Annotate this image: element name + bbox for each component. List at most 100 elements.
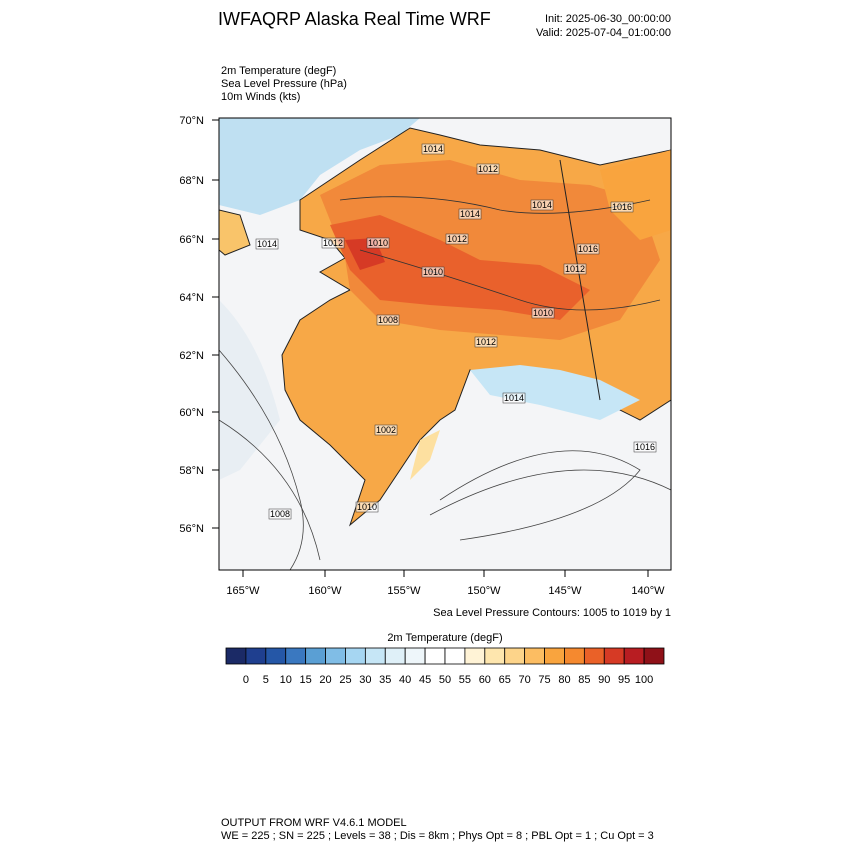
contour-label-box	[563, 263, 587, 275]
yukon-region	[600, 150, 671, 240]
lat-labels: 70°N 68°N 66°N 64°N 62°N 60°N 58°N 56°N	[179, 115, 219, 535]
contour-label: 1010	[357, 502, 377, 512]
lon-label: 150°W	[467, 585, 501, 597]
colorbar-tick-label: 20	[319, 674, 331, 686]
colorbar-tick-label: 15	[300, 674, 312, 686]
contour-label-box	[476, 163, 500, 175]
footer-line: WE = 225 ; SN = 225 ; Levels = 38 ; Dis …	[221, 830, 654, 842]
field-label: Sea Level Pressure (hPa)	[221, 78, 347, 90]
lon-label: 165°W	[226, 585, 260, 597]
colorbar-swatch	[564, 647, 585, 665]
colorbar-swatch	[504, 647, 526, 665]
colorbar-tick-label: 70	[519, 674, 531, 686]
contour-label: 1010	[533, 308, 553, 318]
contour-label-box	[421, 143, 445, 155]
colorbar-tick-label: 90	[598, 674, 610, 686]
colorbar-tick-label: 80	[558, 674, 570, 686]
map-frame	[218, 117, 672, 571]
lon-label: 155°W	[387, 585, 421, 597]
init-time: Init: 2025-06-30_00:00:00	[545, 13, 671, 25]
colorbar-tick-label: 65	[499, 674, 511, 686]
colorbar-tick-label: 5	[263, 674, 269, 686]
isobar	[339, 196, 651, 214]
peninsula	[410, 430, 440, 480]
colorbar-swatch	[325, 647, 346, 665]
colorbar-swatch	[265, 647, 287, 665]
title: IWFAQRP Alaska Real Time WRF	[218, 9, 491, 29]
contour-label: 1016	[635, 442, 655, 452]
contour-label-box	[268, 508, 292, 520]
field-label: 10m Winds (kts)	[221, 91, 300, 103]
colorbar-tick-label: 45	[419, 674, 431, 686]
lat-label: 62°N	[179, 350, 204, 362]
footer-line: OUTPUT FROM WRF V4.6.1 MODEL	[221, 817, 407, 829]
contour-label: 1014	[460, 209, 480, 219]
colorbar-swatch	[245, 647, 267, 665]
colorbar-swatch	[464, 647, 486, 665]
contour-labels: 1014 1012 1014 1016 1014 1014 1012 1010 …	[255, 143, 657, 520]
colorbar-swatch	[225, 647, 247, 665]
contour-label-box	[366, 237, 390, 249]
lon-label: 160°W	[308, 585, 342, 597]
colorbar-swatch	[603, 647, 625, 665]
contour-label: 1016	[578, 244, 598, 254]
lat-label: 70°N	[179, 115, 204, 127]
contour-label-box	[421, 266, 445, 278]
contour-label: 1008	[378, 315, 398, 325]
colorbar-tick-label: 40	[399, 674, 411, 686]
field-label: 2m Temperature (degF)	[221, 65, 336, 77]
contour-label-box	[458, 208, 482, 220]
colorbar-swatch	[404, 647, 426, 665]
hot-region	[330, 215, 590, 320]
colorbar-swatch	[384, 647, 406, 665]
lat-label: 64°N	[179, 292, 204, 304]
contour-label-box	[502, 392, 526, 404]
contour-label-box	[474, 336, 498, 348]
contour-label-box	[530, 199, 554, 211]
contour-label-box	[374, 424, 398, 436]
isobar	[359, 249, 661, 311]
contour-note: Sea Level Pressure Contours: 1005 to 101…	[433, 607, 671, 619]
contour-label: 1012	[478, 164, 498, 174]
mountains-cool	[470, 365, 640, 420]
lon-label: 145°W	[548, 585, 582, 597]
colorbar-swatch	[364, 647, 386, 665]
colorbar-swatch	[643, 647, 665, 665]
contour-label: 1012	[323, 238, 343, 248]
contour-label: 1014	[532, 200, 552, 210]
lat-label: 58°N	[179, 465, 204, 477]
contour-label-box	[445, 233, 469, 245]
colorbar-tick-label: 0	[243, 674, 249, 686]
lat-label: 56°N	[179, 523, 204, 535]
arctic-ocean	[219, 118, 420, 215]
contour-label: 1014	[423, 144, 443, 154]
colorbar-swatch	[524, 647, 545, 665]
colorbar-tick-label: 75	[538, 674, 550, 686]
colorbar-swatch	[305, 647, 326, 665]
valid-time: Valid: 2025-07-04_01:00:00	[536, 27, 671, 39]
colorbar-swatch	[623, 647, 645, 665]
contour-label: 1002	[376, 425, 396, 435]
contour-label: 1016	[612, 202, 632, 212]
contour-label-box	[255, 238, 279, 250]
isobar	[439, 450, 641, 541]
border	[559, 159, 601, 401]
contour-label-box	[321, 237, 345, 249]
land-chukotka	[219, 209, 251, 256]
contour-label: 1014	[504, 393, 524, 403]
colorbar-swatch	[484, 647, 506, 665]
colorbar-tick-label: 35	[379, 674, 391, 686]
contour-label-box	[633, 441, 657, 453]
lat-label: 68°N	[179, 175, 204, 187]
lat-label: 66°N	[179, 234, 204, 246]
contour-label-box	[376, 314, 400, 326]
contour-label: 1012	[447, 234, 467, 244]
colorbar-swatch	[544, 647, 565, 665]
isobar	[219, 349, 304, 570]
contour-label-box	[531, 307, 555, 319]
colorbar-swatch	[583, 647, 605, 665]
colorbar-tick-label: 85	[578, 674, 590, 686]
contour-label: 1014	[257, 239, 277, 249]
contour-label-box	[576, 243, 600, 255]
